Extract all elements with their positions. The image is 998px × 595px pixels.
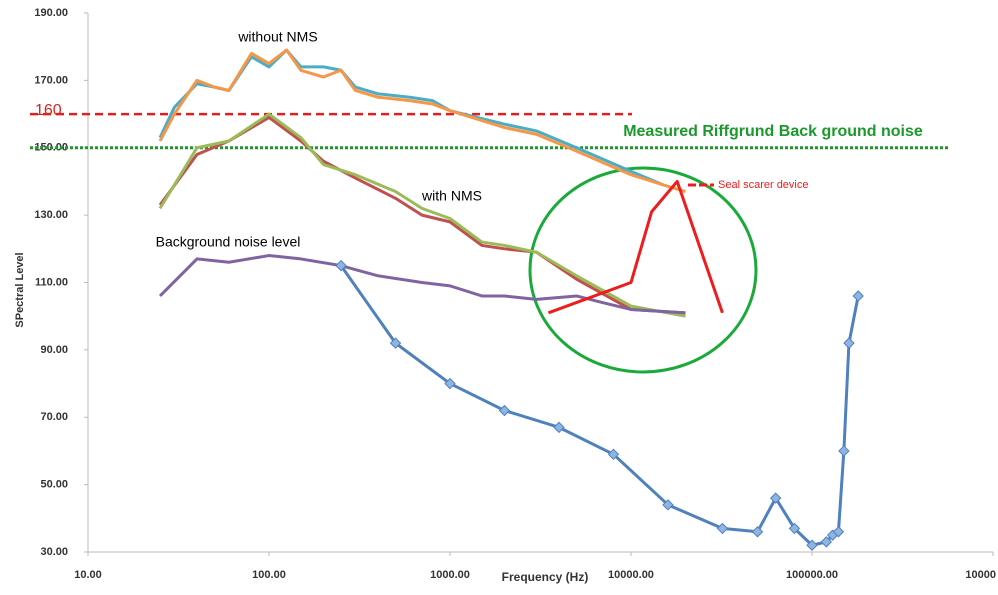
marker [389, 337, 402, 349]
marker [498, 404, 511, 417]
reference-label: Measured Riffgrund Back ground noise [623, 123, 923, 140]
y-tick-label: 170.00 [34, 74, 68, 86]
x-tick-label: 10.00 [74, 569, 102, 581]
x-tick-label: 100000.00 [786, 569, 838, 581]
series-line [339, 264, 860, 547]
marker [832, 526, 845, 538]
x-tick-label: 100.00 [252, 569, 286, 581]
y-axis-label: SPectral Level [14, 252, 26, 327]
marker [607, 448, 620, 461]
series-line [158, 48, 664, 187]
annotation: without NMS [237, 29, 317, 45]
x-tick-label: 10000.00 [608, 569, 654, 581]
y-tick-label: 190.00 [34, 7, 68, 19]
marker [662, 499, 674, 511]
y-tick-label: 30.00 [40, 546, 68, 558]
x-axis-label: Frequency (Hz) [502, 570, 589, 584]
x-tick-label: 1000.00 [430, 569, 470, 581]
y-tick-label: 50.00 [40, 479, 68, 491]
series-line [547, 179, 724, 315]
y-tick-label: 110.00 [35, 276, 68, 288]
marker [769, 492, 782, 504]
series-line [158, 254, 686, 315]
reference-label: 160 [35, 102, 62, 119]
marker [788, 522, 801, 535]
marker [716, 522, 729, 535]
x-tick-label: 10000 [965, 569, 996, 581]
highlight-circle [528, 166, 758, 374]
marker [751, 526, 764, 538]
y-tick-label: 70.00 [40, 411, 68, 423]
annotation: Background noise level [156, 234, 301, 250]
marker [820, 536, 833, 548]
marker [444, 377, 456, 390]
annotation: Seal scarer device [718, 179, 809, 191]
annotation: with NMS [421, 188, 482, 204]
marker [843, 337, 855, 349]
marker [553, 421, 565, 434]
marker [335, 259, 347, 272]
marker [852, 290, 864, 302]
series-line [158, 48, 686, 193]
y-tick-label: 130.00 [34, 209, 68, 221]
y-tick-label: 90.00 [40, 344, 68, 356]
marker [806, 539, 818, 551]
marker [838, 445, 850, 457]
series-line [158, 112, 686, 318]
